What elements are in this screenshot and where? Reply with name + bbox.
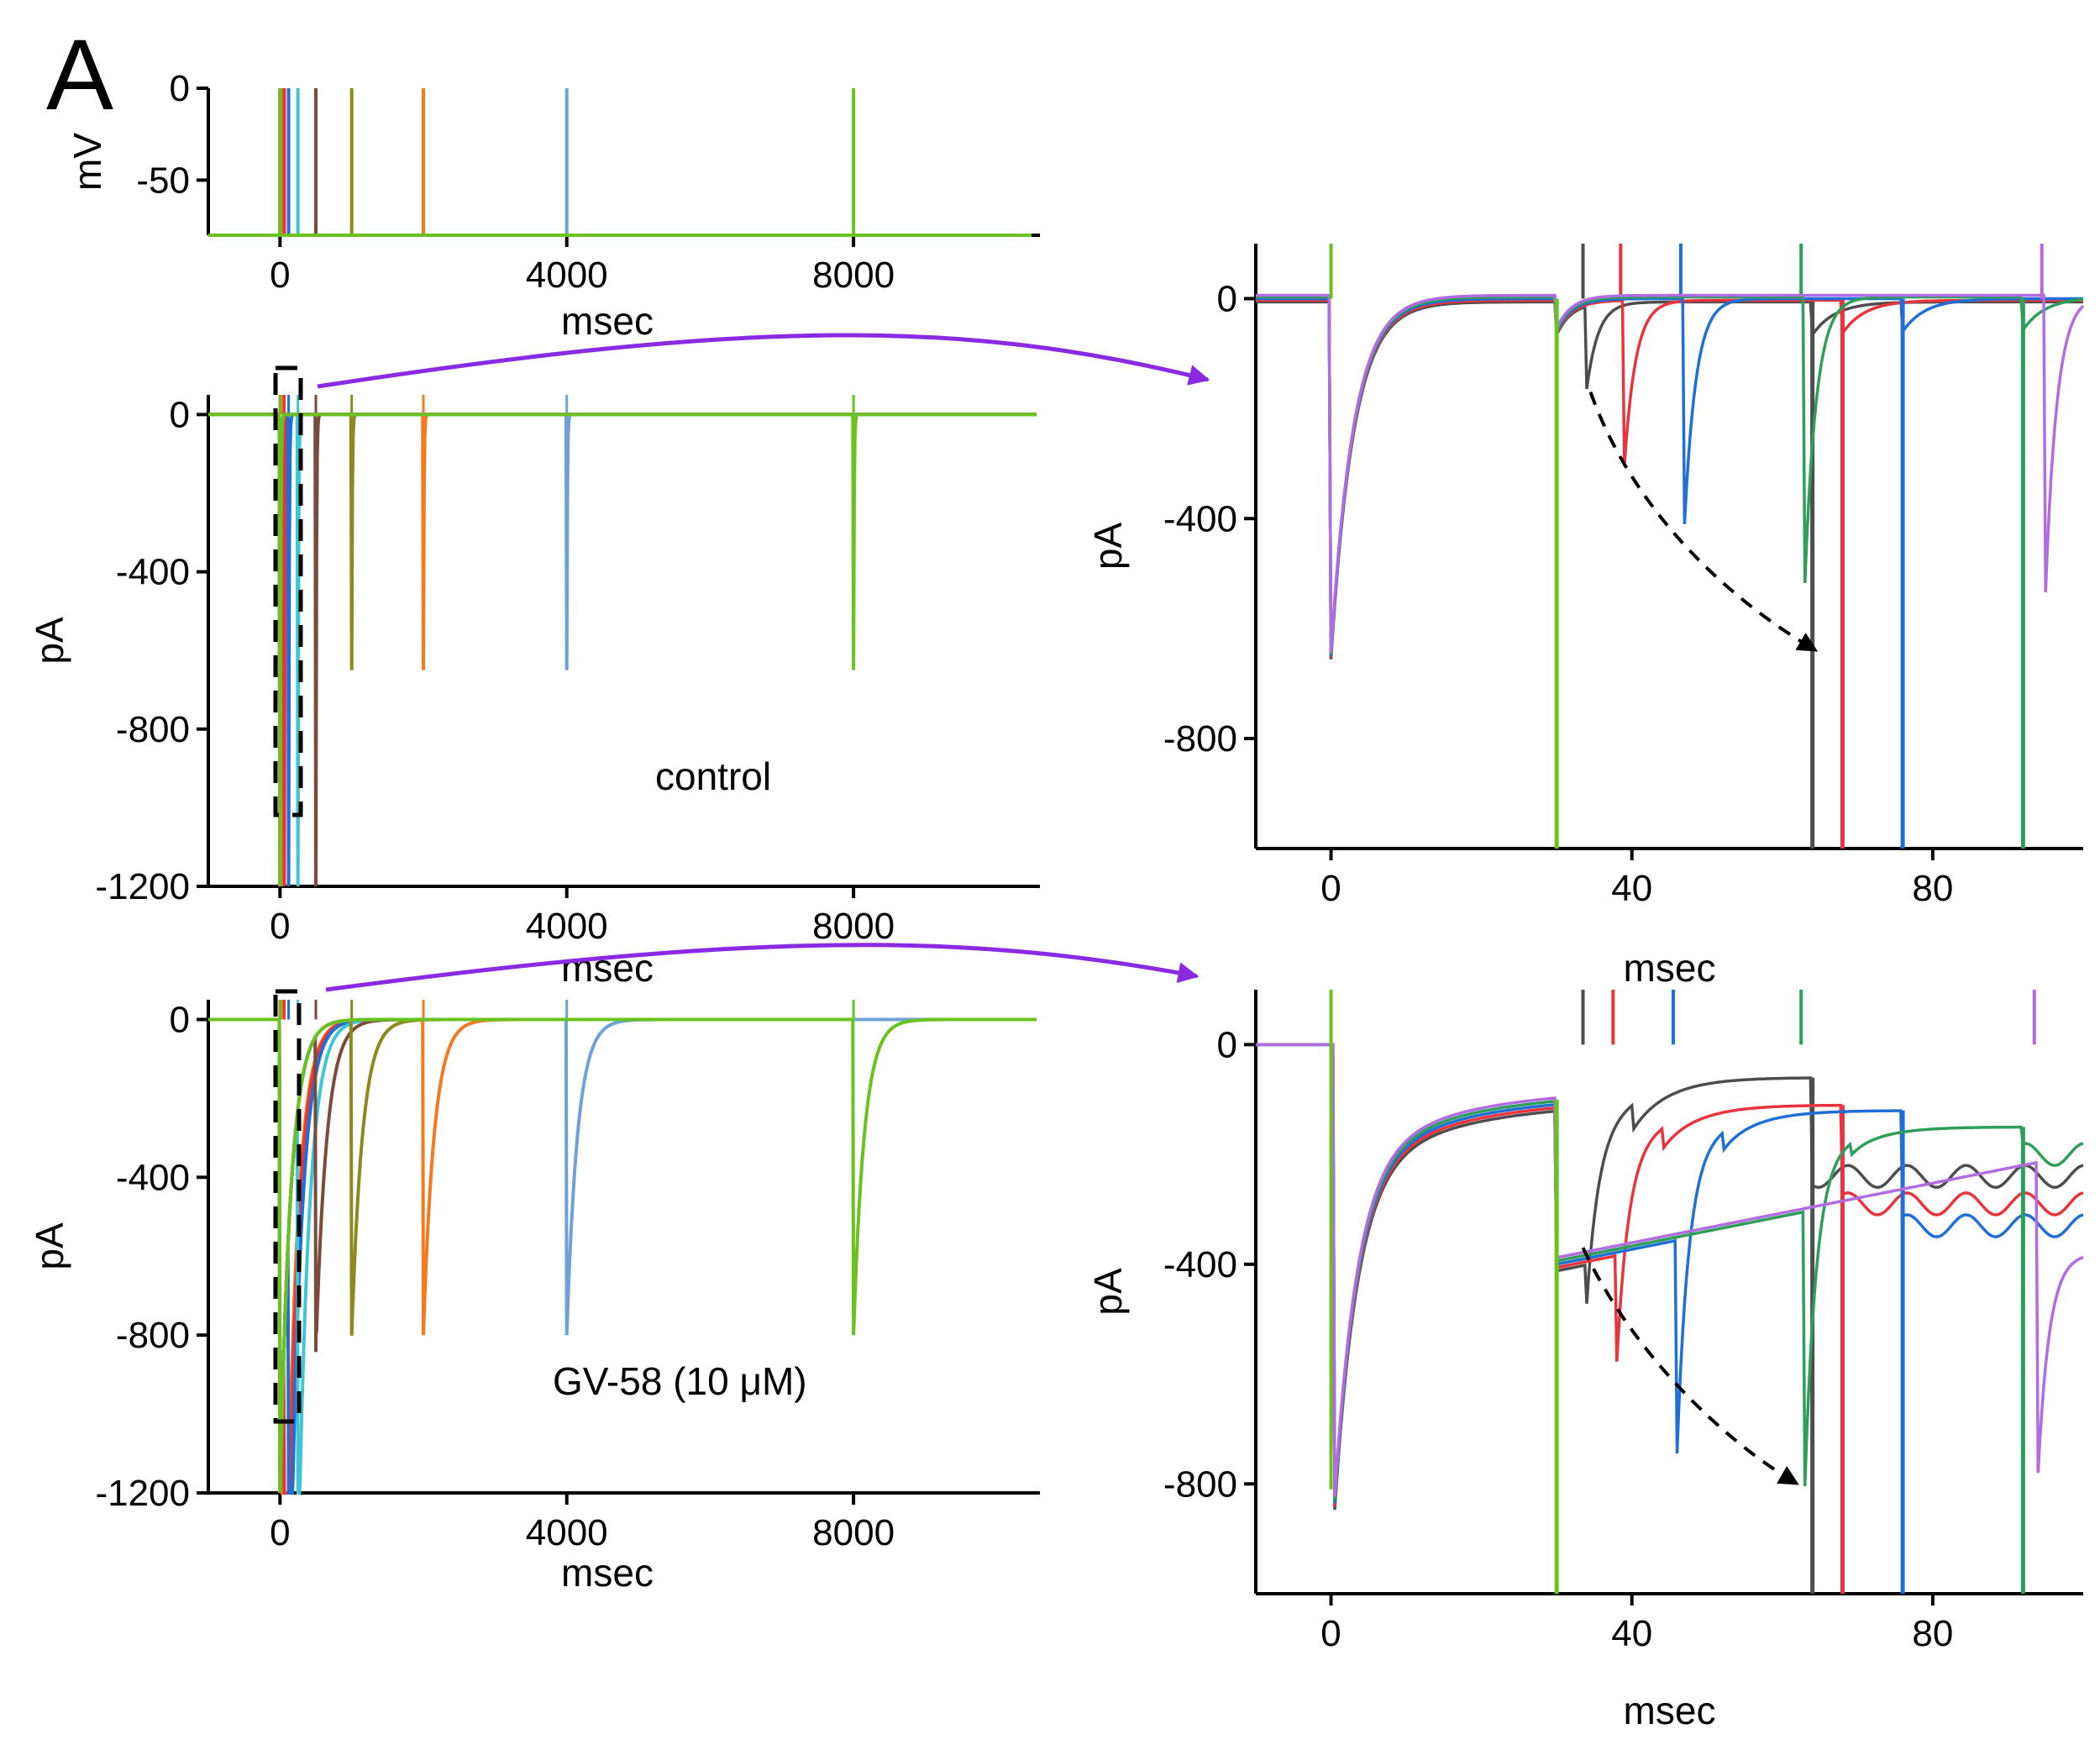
control-callout-arrow (317, 333, 1210, 389)
trend-arrow (1588, 392, 1819, 653)
gv58-long-panel: 0 -400 -800 -1200 0 4000 8000 msec pA (28, 999, 1040, 1595)
gv58-callout-arrow (325, 943, 1200, 992)
current-trace (208, 413, 1037, 887)
x-tick-label: 4000 (526, 1512, 608, 1553)
zoom-trace (1256, 1043, 2084, 1500)
zoom-trace (1256, 300, 2083, 660)
current-trace (208, 413, 1037, 887)
gv58-zoom-panel: 0 -400 -800 0 40 80 msec pA (1086, 990, 2084, 1732)
current-trace (208, 413, 1037, 887)
y-tick-label: -400 (1163, 498, 1237, 539)
y-tick-label: 0 (170, 394, 190, 435)
x-axis-title: msec (561, 299, 654, 343)
y-tick-label: 0 (1217, 1024, 1237, 1065)
y-axis-title: pA (28, 1222, 71, 1270)
y-tick-label: -400 (116, 552, 190, 593)
current-trace (208, 413, 1037, 887)
control-zoom-panel: 0 -400 -800 0 40 80 msec pA (1086, 244, 2085, 990)
control-long-panel: 0 -400 -800 -1200 0 4000 8000 msec pA (28, 394, 1040, 990)
current-trace (208, 413, 1037, 887)
y-axis-title: pA (1086, 1268, 1130, 1316)
y-tick-label: -1200 (95, 866, 190, 907)
zoom-trace (1256, 298, 2083, 659)
y-tick-label: 0 (170, 999, 190, 1040)
x-tick-label: 40 (1611, 868, 1652, 909)
y-tick-label: 0 (1217, 278, 1237, 319)
x-tick-label: 0 (270, 1512, 290, 1553)
drug-annotation: GV-58 (10 μM) (553, 1359, 807, 1403)
y-tick-label: -50 (136, 160, 190, 201)
x-tick-label: 4000 (526, 255, 608, 296)
y-axis-title: mV (66, 133, 109, 191)
x-tick-label: 4000 (526, 906, 608, 947)
zoom-trace (1256, 293, 2085, 654)
y-tick-label: -1200 (95, 1473, 190, 1514)
control-zoom-region (273, 365, 303, 817)
zoom-trace (1256, 295, 2084, 655)
zoom-trace (1256, 1043, 2084, 1497)
current-trace (208, 413, 1037, 887)
current-trace (208, 1017, 1037, 1494)
y-tick-label: -800 (1163, 1464, 1237, 1505)
y-tick-label: -800 (1163, 718, 1237, 759)
current-trace (208, 413, 1037, 887)
zoom-trace (1256, 1043, 2084, 1507)
y-tick-label: -400 (116, 1157, 190, 1198)
trend-arrow (1581, 1247, 1799, 1485)
y-tick-label: -800 (116, 1315, 190, 1356)
y-axis-title: pA (1086, 523, 1130, 570)
current-trace (208, 413, 1037, 887)
x-tick-label: 8000 (812, 906, 895, 947)
x-tick-label: 0 (270, 255, 290, 296)
x-axis-title: msec (1624, 946, 1716, 990)
x-axis-title: msec (561, 1551, 654, 1595)
y-tick-label: -800 (116, 709, 190, 750)
x-tick-label: 0 (1320, 1613, 1341, 1654)
zoom-trace (1256, 1043, 2084, 1504)
y-tick-label: -400 (1163, 1244, 1237, 1285)
control-annotation: control (655, 754, 771, 798)
x-tick-label: 80 (1912, 1613, 1953, 1654)
x-tick-label: 80 (1912, 868, 1953, 909)
x-tick-label: 8000 (812, 255, 895, 296)
voltage-panel: 0 -50 0 4000 8000 msec mV (66, 68, 1040, 343)
x-axis-title: msec (1624, 1689, 1716, 1732)
x-tick-label: 0 (1320, 868, 1341, 909)
gv58-zoom-region (273, 989, 302, 1424)
current-trace (208, 413, 1037, 887)
panel-label: A (46, 18, 113, 131)
x-axis-title: msec (561, 946, 654, 990)
zoom-trace (1256, 297, 2083, 657)
y-axis-title: pA (28, 617, 71, 665)
x-tick-label: 40 (1611, 1613, 1652, 1654)
x-tick-label: 8000 (812, 1512, 895, 1553)
current-trace (208, 1017, 1037, 1494)
x-tick-label: 0 (270, 906, 290, 947)
y-tick-label: 0 (170, 68, 190, 109)
zoom-trace (1256, 1043, 2084, 1511)
